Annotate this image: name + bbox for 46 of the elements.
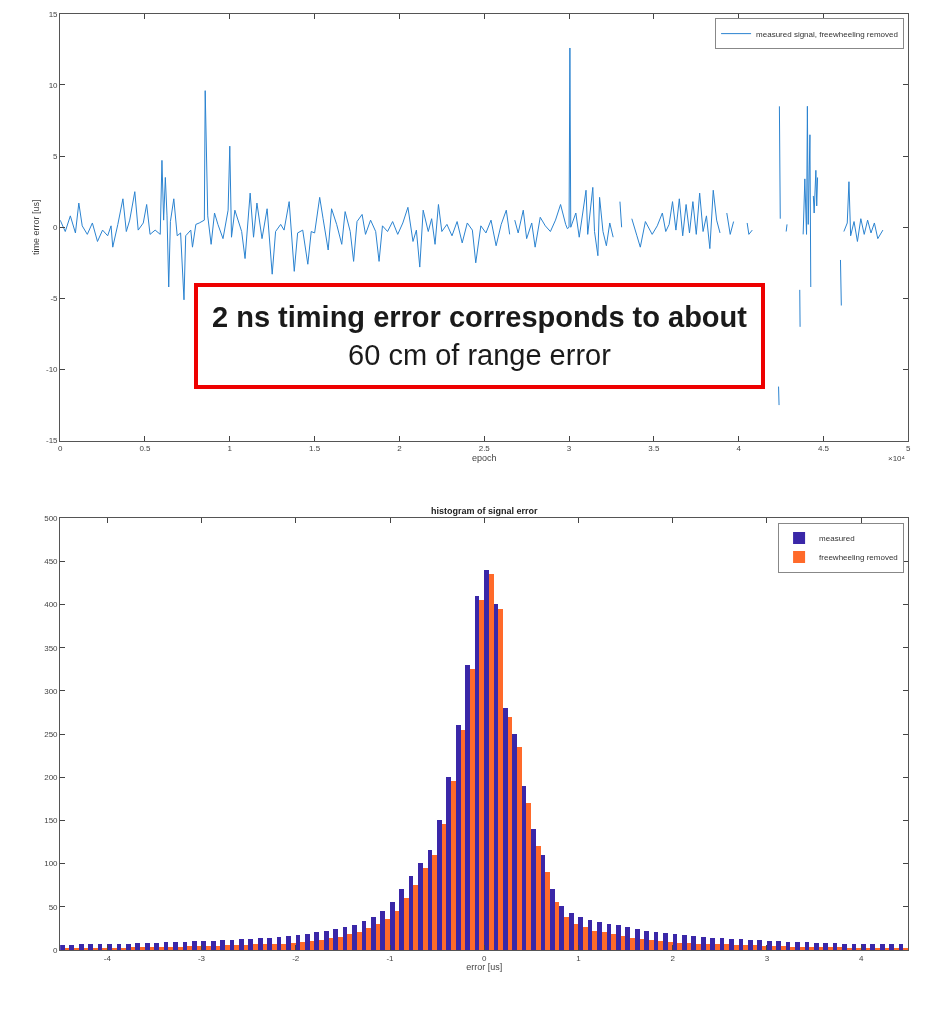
x-tick-label: -1 xyxy=(386,953,395,963)
y-tick-label: 0 xyxy=(53,223,59,233)
y-tick-label: 400 xyxy=(44,600,59,610)
x-tick-label: 3 xyxy=(566,444,572,454)
y-tick-label: 500 xyxy=(44,514,59,524)
legend-label: freewheeling removed xyxy=(819,553,898,563)
y-tick-label: -10 xyxy=(46,365,59,375)
x-tick-label: 1 xyxy=(227,444,233,454)
x-tick-label: 4 xyxy=(736,444,742,454)
y-tick-label: 450 xyxy=(44,557,59,567)
x-tick-label: 4.5 xyxy=(817,444,830,454)
y-tick-label: -15 xyxy=(46,436,59,446)
y-tick-label: 200 xyxy=(44,773,59,783)
x-tick-label: 3 xyxy=(764,953,770,963)
x-tick-label: 2.5 xyxy=(478,444,491,454)
y-tick-label: 10 xyxy=(48,80,59,90)
legend-label: measured xyxy=(819,534,855,544)
x-tick-label: 0 xyxy=(482,953,488,963)
x-tick-label: 2 xyxy=(397,444,403,454)
y-tick-label: 300 xyxy=(44,686,59,696)
text: ×10⁴ xyxy=(888,454,906,463)
y-tick-label: 100 xyxy=(44,859,59,869)
chart-title: histogram of signal error xyxy=(431,506,539,516)
y-tick-label: 150 xyxy=(44,816,59,826)
x-axis-title: error [us] xyxy=(466,962,503,973)
annotation: 2 ns timing error corresponds to about 60 cm of range error xyxy=(212,301,748,371)
y-tick-label: 0 xyxy=(53,945,59,955)
y-tick-label: 50 xyxy=(48,902,59,912)
x-tick-label: 2 xyxy=(670,953,676,963)
x-tick-label: -4 xyxy=(103,953,112,963)
x-tick-label: 1 xyxy=(576,953,582,963)
y-tick-label: 15 xyxy=(48,9,59,19)
y-tick-label: 350 xyxy=(44,643,59,653)
x-tick-label: -2 xyxy=(292,953,300,963)
legend-label: measured signal, freewheeling removed xyxy=(756,29,898,39)
x-tick-label: -3 xyxy=(197,953,206,963)
x-axis-title: epoch xyxy=(471,453,497,464)
x-tick-label: 0.5 xyxy=(139,444,152,454)
x-tick-label: 5 xyxy=(906,444,912,454)
y-axis-title: time error [us] xyxy=(31,199,42,256)
y-tick-label: 5 xyxy=(53,151,59,161)
x-tick-label: 3.5 xyxy=(648,444,660,454)
x-tick-label: 1.5 xyxy=(309,444,321,454)
y-tick-label: -5 xyxy=(50,294,59,304)
x-tick-label: 4 xyxy=(858,953,864,963)
y-tick-label: 250 xyxy=(44,729,59,739)
